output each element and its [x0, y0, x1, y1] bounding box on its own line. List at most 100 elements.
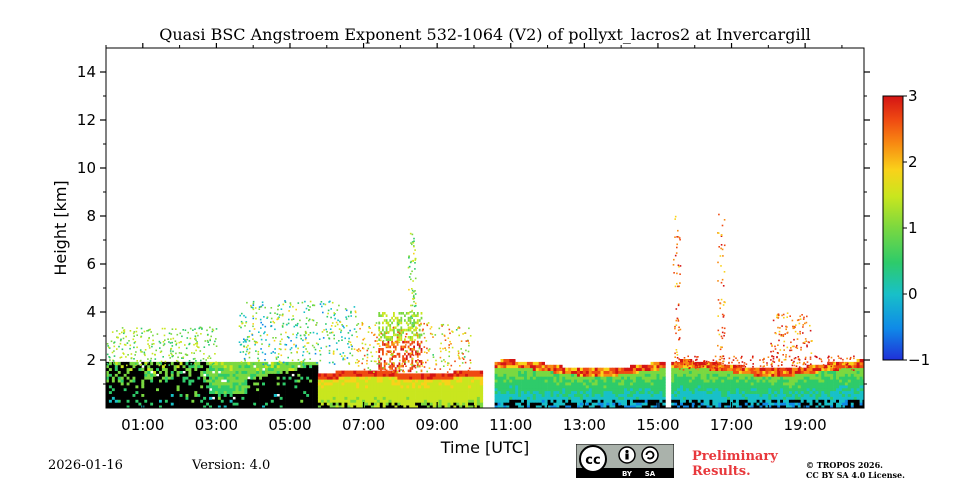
- heat-speckle: [462, 358, 465, 360]
- heat-cell: [791, 382, 796, 386]
- heat-cell: [291, 361, 295, 366]
- heat-cell: [497, 367, 501, 371]
- heat-cell: [568, 376, 572, 380]
- heat-cell: [353, 405, 357, 408]
- heat-cell: [382, 328, 384, 332]
- heat-speckle: [250, 304, 252, 307]
- heat-speckle: [269, 364, 271, 366]
- heat-cell: [476, 379, 481, 383]
- heat-cell: [238, 385, 242, 389]
- heat-cell: [862, 382, 864, 386]
- heat-cell: [220, 385, 225, 389]
- heat-cell: [323, 382, 328, 386]
- heat-cell: [521, 405, 525, 408]
- heat-cell: [379, 376, 384, 380]
- heat-cell: [650, 393, 654, 397]
- heat-cell: [468, 399, 472, 403]
- heat-cell: [653, 385, 657, 389]
- heat-cell: [677, 390, 681, 394]
- heat-cell: [556, 387, 560, 392]
- heat-cell: [347, 379, 351, 383]
- heat-cell: [550, 373, 554, 377]
- heat-cell: [326, 390, 331, 394]
- heat-cell: [226, 399, 230, 403]
- heat-cell: [161, 364, 166, 369]
- heat-cell: [114, 364, 119, 369]
- heat-cell: [407, 352, 410, 356]
- heat-cell: [403, 376, 407, 380]
- heat-cell: [405, 340, 408, 344]
- heat-cell: [565, 393, 569, 397]
- heat-cell: [718, 382, 722, 386]
- heat-cell: [765, 390, 769, 394]
- heat-speckle: [274, 312, 276, 314]
- heat-cell: [147, 361, 151, 366]
- heat-cell: [156, 367, 160, 371]
- heat-cell: [176, 370, 180, 374]
- heat-cell: [338, 373, 342, 377]
- heat-speckle: [215, 345, 218, 347]
- heat-speckle: [448, 351, 451, 353]
- heat-speckle: [198, 327, 200, 330]
- heat-cell: [309, 393, 313, 397]
- heat-cell: [164, 376, 169, 380]
- heat-cell: [315, 382, 319, 386]
- heat-cell: [747, 396, 751, 400]
- heat-cell: [556, 405, 560, 408]
- heat-cell: [632, 390, 637, 394]
- heat-cell: [356, 385, 360, 389]
- heat-cell: [389, 338, 392, 341]
- heat-cell: [120, 367, 124, 371]
- heat-cell: [404, 314, 406, 317]
- heat-cell: [659, 405, 663, 408]
- heat-speckle: [385, 342, 388, 345]
- heat-cell: [718, 387, 722, 392]
- heat-cell: [294, 399, 298, 403]
- heat-cell: [709, 370, 713, 374]
- heat-speckle: [396, 371, 399, 374]
- heat-speckle: [678, 337, 681, 339]
- heat-cell: [859, 402, 863, 406]
- heat-cell: [294, 382, 298, 386]
- heat-speckle: [361, 362, 363, 365]
- heat-cell: [529, 399, 534, 403]
- heat-cell: [303, 396, 307, 400]
- heat-speckle: [414, 293, 417, 295]
- heat-speckle: [315, 342, 318, 345]
- heat-cell: [833, 379, 837, 383]
- heat-cell: [756, 390, 760, 394]
- heat-cell: [688, 387, 693, 392]
- heat-cell: [538, 373, 542, 377]
- heat-cell: [262, 385, 266, 389]
- heat-speckle: [297, 332, 299, 334]
- heat-cell: [730, 396, 734, 400]
- heat-cell: [821, 390, 825, 394]
- heat-speckle: [291, 318, 293, 321]
- heat-speckle: [284, 343, 286, 346]
- heat-cell: [232, 393, 236, 397]
- heat-cell: [550, 367, 554, 371]
- heat-cell: [859, 361, 863, 366]
- heat-cell: [724, 385, 728, 389]
- heat-speckle: [679, 328, 682, 331]
- heat-cell: [703, 390, 707, 394]
- heat-speckle: [311, 319, 314, 321]
- heat-cell: [282, 405, 286, 408]
- heat-cell: [747, 390, 751, 394]
- heat-cell: [856, 405, 860, 408]
- heat-cell: [235, 393, 239, 397]
- heat-cell: [618, 367, 622, 371]
- heat-cell: [147, 367, 151, 371]
- heat-cell: [317, 396, 322, 400]
- heat-cell: [853, 387, 857, 392]
- heat-cell: [415, 405, 419, 408]
- heat-cell: [106, 396, 110, 400]
- heat-cell: [378, 338, 381, 341]
- heat-cell: [579, 402, 584, 406]
- heat-cell: [532, 379, 537, 383]
- heat-cell: [821, 364, 825, 369]
- heat-cell: [144, 370, 148, 374]
- heat-cell: [279, 385, 283, 389]
- heat-cell: [662, 385, 666, 389]
- heat-speckle: [295, 344, 297, 347]
